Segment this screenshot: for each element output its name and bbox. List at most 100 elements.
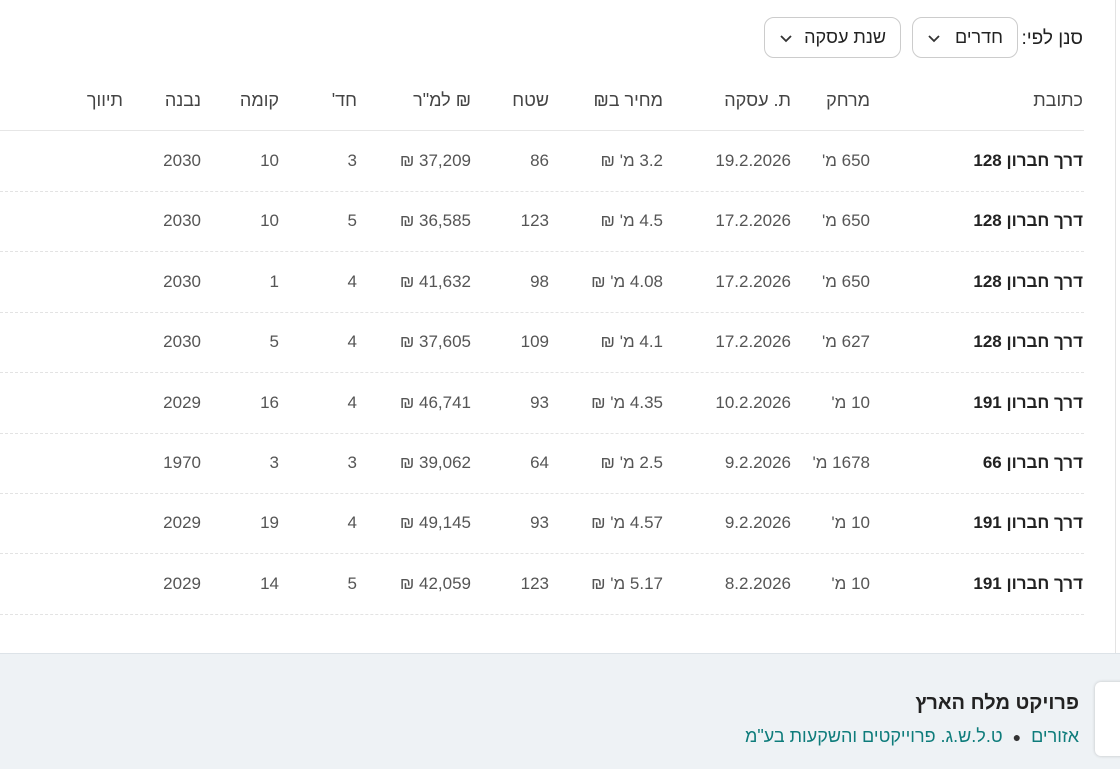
table-cell: 37,209 ₪ <box>399 151 471 170</box>
column-header: תיווך <box>86 90 123 110</box>
table-cell: 19 <box>260 513 279 533</box>
table-cell: 4 <box>347 271 357 291</box>
table-cell: 41,632 ₪ <box>399 271 471 291</box>
table-cell: 10 <box>260 151 279 170</box>
table-cell: 4.57 מ' ₪ <box>591 513 663 533</box>
year-dropdown[interactable]: שנת עסקה <box>764 17 901 58</box>
footer-links: אזורים ● ט.ל.ש.ג. פרוייקטים והשקעות בע"מ <box>745 726 1079 747</box>
link[interactable]: ט.ל.ש.ג. פרוייקטים והשקעות בע"מ <box>744 726 1003 746</box>
table-cell: 650 מ' <box>821 151 870 170</box>
rooms-dropdown[interactable]: חדרים <box>912 17 1018 58</box>
table-cell: 16 <box>260 392 279 412</box>
table-cell: 2029 <box>163 392 201 412</box>
table-cell: 4.1 מ' ₪ <box>600 332 663 352</box>
column-header: קומה <box>239 90 279 110</box>
row-divider <box>0 432 1084 434</box>
column-header: נבנה <box>164 90 201 110</box>
table-cell: 4.5 מ' ₪ <box>600 211 663 231</box>
table-cell: 2.5 מ' ₪ <box>600 453 663 472</box>
chevron <box>780 34 792 42</box>
address-cell: דרך חברון 128 <box>973 271 1083 291</box>
table-cell: 93 <box>530 392 549 412</box>
table-cell: 5 <box>347 573 357 593</box>
table-cell: 109 <box>520 332 549 352</box>
row-divider <box>0 372 1084 374</box>
project-title: פרויקט מלח הארץ <box>915 692 1079 714</box>
table-cell: 17.2.2026 <box>715 211 791 231</box>
table-cell: 86 <box>530 151 549 170</box>
separator: ● <box>1012 728 1022 745</box>
dropdown-text: חדרים <box>955 27 1003 47</box>
table-cell: 37,605 ₪ <box>399 332 471 352</box>
row-divider <box>0 613 1084 615</box>
column-header: ת. עסקה <box>724 90 791 110</box>
table-cell: 2029 <box>163 513 201 533</box>
row-divider <box>0 493 1084 494</box>
table-cell: 46,741 ₪ <box>399 392 471 412</box>
table-cell: 3 <box>347 151 357 170</box>
column-header: ₪ למ"ר <box>413 90 471 110</box>
address-cell: דרך חברון 128 <box>973 332 1083 352</box>
table-cell: 10 מ' <box>831 573 870 593</box>
column-header: כתובת <box>1033 90 1083 110</box>
table-cell: 39,062 ₪ <box>399 453 471 472</box>
table-cell: 49,145 ₪ <box>399 513 471 533</box>
table-cell: 627 מ' <box>821 332 870 352</box>
table-cell: 36,585 ₪ <box>399 211 471 231</box>
table-cell: 1 <box>269 271 279 291</box>
table-cell: 10.2.2026 <box>715 392 791 412</box>
footer: פרויקט מלח הארץ אזורים ● ט.ל.ש.ג. פרוייק… <box>0 653 1120 769</box>
table-cell: 2030 <box>163 211 201 231</box>
table-cell: 4 <box>347 513 357 533</box>
address-cell: דרך חברון 128 <box>973 211 1083 231</box>
table-cell: 123 <box>520 211 549 231</box>
row-divider <box>0 553 1084 555</box>
table-cell: 14 <box>260 573 279 593</box>
filter-label: סנן לפי: <box>1021 28 1083 49</box>
table-cell: 10 <box>260 211 279 231</box>
table-cell: 4 <box>347 332 357 352</box>
table-cell: 5 <box>347 211 357 231</box>
table-cell: 4 <box>347 392 357 412</box>
table-cell: 3 <box>347 453 357 472</box>
table-cell: 10 מ' <box>831 513 870 533</box>
table-cell: 17.2.2026 <box>715 271 791 291</box>
table-cell: 3 <box>269 453 279 472</box>
row-divider <box>0 311 1084 313</box>
table-cell: 17.2.2026 <box>715 332 791 352</box>
logo <box>1095 682 1120 756</box>
table-cell: 1678 מ' <box>812 453 870 472</box>
dropdown-text: שנת עסקה <box>804 27 886 47</box>
chevron <box>928 34 940 42</box>
column-header: חד' <box>331 90 357 110</box>
table-cell: 3.2 מ' ₪ <box>600 151 663 170</box>
table-cell: 4.08 מ' ₪ <box>591 271 663 291</box>
column-header: מחיר ב₪ <box>593 90 663 110</box>
table-cell: 5.17 מ' ₪ <box>591 573 663 593</box>
address-cell: דרך חברון 191 <box>973 573 1083 593</box>
table-cell: 2030 <box>163 271 201 291</box>
table-cell: 650 מ' <box>821 271 870 291</box>
table-cell: 2029 <box>163 573 201 593</box>
table-cell: 10 מ' <box>831 392 870 412</box>
table-cell: 650 מ' <box>821 211 870 231</box>
row-divider <box>0 251 1084 253</box>
table-cell: 9.2.2026 <box>724 513 791 533</box>
table-cell: 42,059 ₪ <box>399 573 471 593</box>
column-header: שטח <box>512 90 549 110</box>
address-cell: דרך חברון 128 <box>973 151 1083 170</box>
table-cell: 93 <box>530 513 549 533</box>
address-cell: דרך חברון 191 <box>973 392 1083 412</box>
column-header: מרחק <box>826 90 870 110</box>
link[interactable]: אזורים <box>1031 726 1079 746</box>
table-cell: 5 <box>269 332 279 352</box>
table-cell: 1970 <box>163 453 201 472</box>
table-cell: 2030 <box>163 151 201 170</box>
table-cell: 9.2.2026 <box>724 453 791 472</box>
table-cell: 123 <box>520 573 549 593</box>
row-divider <box>0 191 1084 192</box>
table-cell: 2030 <box>163 332 201 352</box>
table-cell: 98 <box>530 271 549 291</box>
table-cell: 8.2.2026 <box>724 573 791 593</box>
